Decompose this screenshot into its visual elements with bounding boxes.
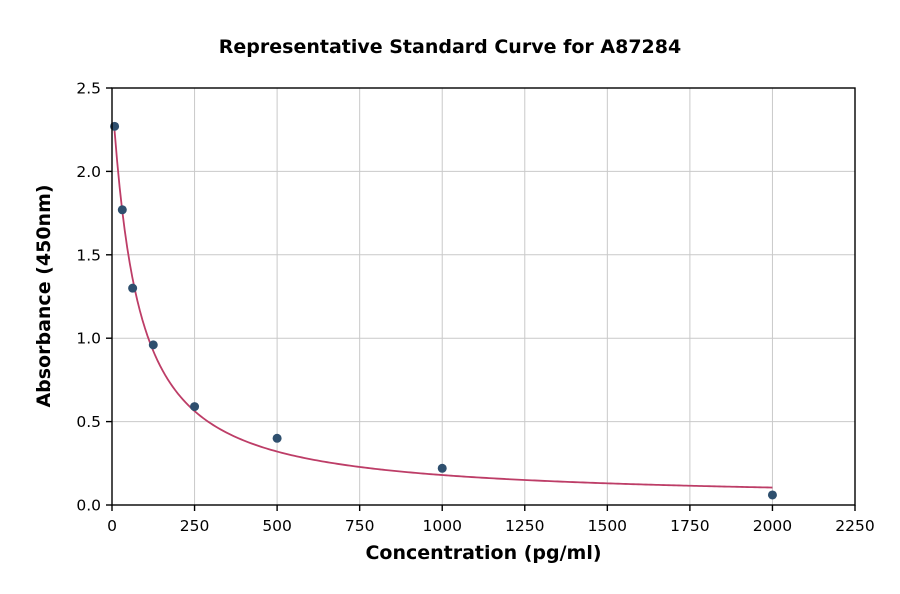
data-point <box>767 490 777 500</box>
plot-frame <box>111 87 856 506</box>
y-tick-label: 0.5 <box>76 413 101 431</box>
x-tick-label: 1500 <box>588 517 627 535</box>
data-point <box>128 283 138 293</box>
x-tick-label: 500 <box>262 517 292 535</box>
y-tick-label: 1.0 <box>76 330 101 348</box>
x-tick-label: 1000 <box>422 517 461 535</box>
x-tick-label: 0 <box>107 517 117 535</box>
data-point <box>437 463 447 473</box>
data-point <box>190 402 200 412</box>
y-tick-label: 0.0 <box>76 497 101 515</box>
data-point <box>148 340 158 350</box>
fitted-curve <box>113 130 773 489</box>
x-tick-label: 2000 <box>753 517 792 535</box>
x-tick-label: 1250 <box>505 517 544 535</box>
x-tick-label: 2250 <box>835 517 874 535</box>
y-tick-label: 1.5 <box>76 246 101 264</box>
x-axis-label: Concentration (pg/ml) <box>365 542 602 564</box>
y-tick-label: 2.0 <box>76 163 101 181</box>
x-tick-label: 250 <box>180 517 210 535</box>
x-tick-label: 1750 <box>670 517 709 535</box>
data-point <box>272 433 282 443</box>
data-point <box>117 205 127 215</box>
chart-title: Representative Standard Curve for A87284 <box>218 36 682 58</box>
y-tick-label: 2.5 <box>76 80 101 98</box>
y-axis-label: Absorbance (450nm) <box>33 184 55 408</box>
x-tick-label: 750 <box>345 517 375 535</box>
